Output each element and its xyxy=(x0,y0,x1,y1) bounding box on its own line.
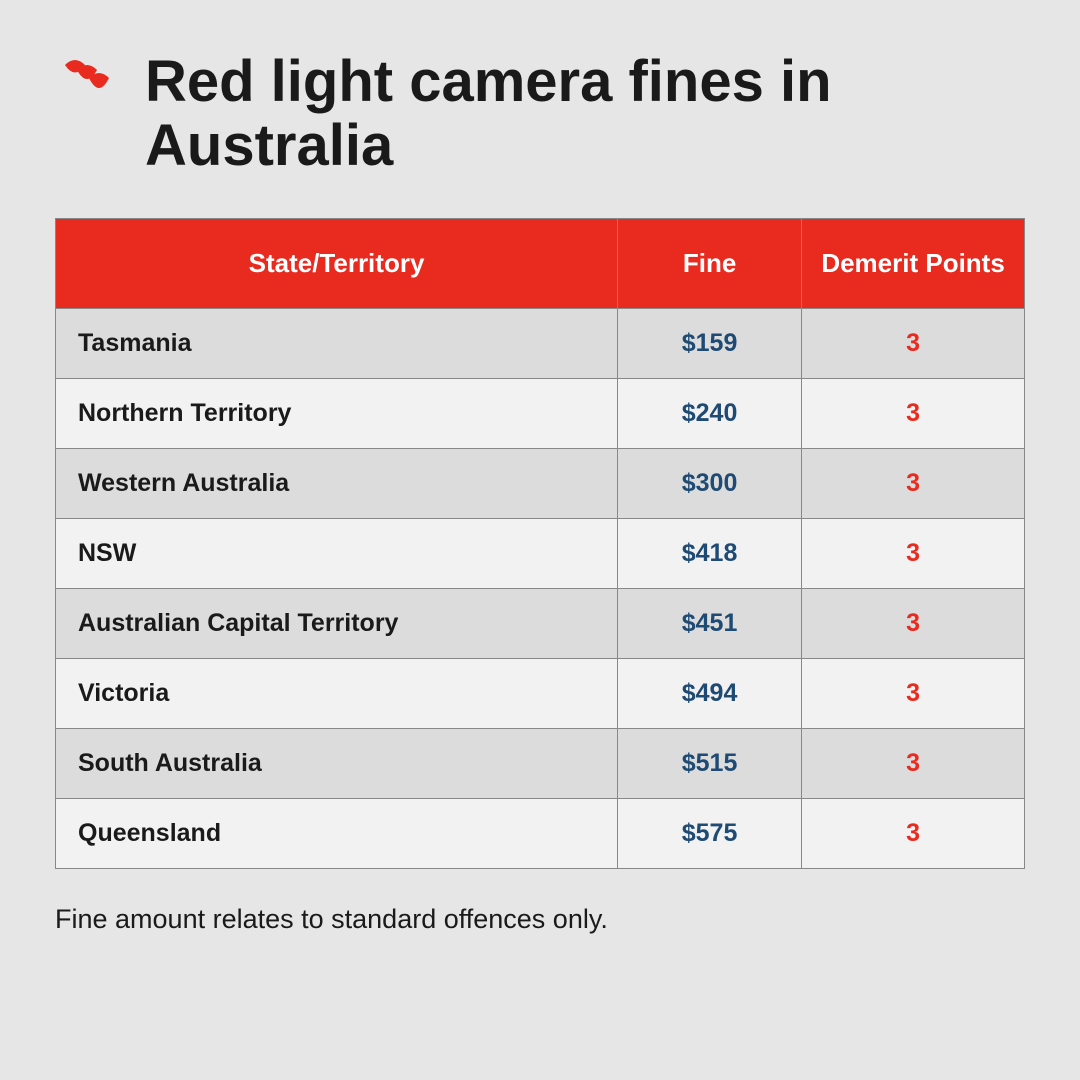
fine-cell: $451 xyxy=(618,589,802,659)
demerit-cell: 3 xyxy=(802,589,1025,659)
fine-cell: $575 xyxy=(618,799,802,869)
state-cell: NSW xyxy=(56,519,618,589)
demerit-cell: 3 xyxy=(802,379,1025,449)
fine-cell: $159 xyxy=(618,309,802,379)
state-cell: Northern Territory xyxy=(56,379,618,449)
table-row: Northern Territory $240 3 xyxy=(56,379,1025,449)
fine-cell: $300 xyxy=(618,449,802,519)
state-cell: Australian Capital Territory xyxy=(56,589,618,659)
demerit-cell: 3 xyxy=(802,309,1025,379)
demerit-cell: 3 xyxy=(802,799,1025,869)
footnote: Fine amount relates to standard offences… xyxy=(55,904,1025,935)
column-header-fine: Fine xyxy=(618,218,802,309)
state-cell: Tasmania xyxy=(56,309,618,379)
demerit-cell: 3 xyxy=(802,519,1025,589)
demerit-cell: 3 xyxy=(802,729,1025,799)
table-row: Tasmania $159 3 xyxy=(56,309,1025,379)
fine-cell: $240 xyxy=(618,379,802,449)
fine-cell: $418 xyxy=(618,519,802,589)
page-title: Red light camera fines in Australia xyxy=(145,50,1025,178)
sbs-logo-icon xyxy=(55,50,125,120)
header: Red light camera fines in Australia xyxy=(55,50,1025,178)
state-cell: Victoria xyxy=(56,659,618,729)
state-cell: Western Australia xyxy=(56,449,618,519)
table-row: NSW $418 3 xyxy=(56,519,1025,589)
column-header-demerit: Demerit Points xyxy=(802,218,1025,309)
table-row: Victoria $494 3 xyxy=(56,659,1025,729)
fine-cell: $515 xyxy=(618,729,802,799)
table-header-row: State/Territory Fine Demerit Points xyxy=(56,218,1025,309)
table-row: South Australia $515 3 xyxy=(56,729,1025,799)
demerit-cell: 3 xyxy=(802,449,1025,519)
table-row: Western Australia $300 3 xyxy=(56,449,1025,519)
column-header-state: State/Territory xyxy=(56,218,618,309)
fines-table: State/Territory Fine Demerit Points Tasm… xyxy=(55,218,1025,870)
demerit-cell: 3 xyxy=(802,659,1025,729)
state-cell: Queensland xyxy=(56,799,618,869)
fine-cell: $494 xyxy=(618,659,802,729)
table-row: Queensland $575 3 xyxy=(56,799,1025,869)
table-row: Australian Capital Territory $451 3 xyxy=(56,589,1025,659)
state-cell: South Australia xyxy=(56,729,618,799)
